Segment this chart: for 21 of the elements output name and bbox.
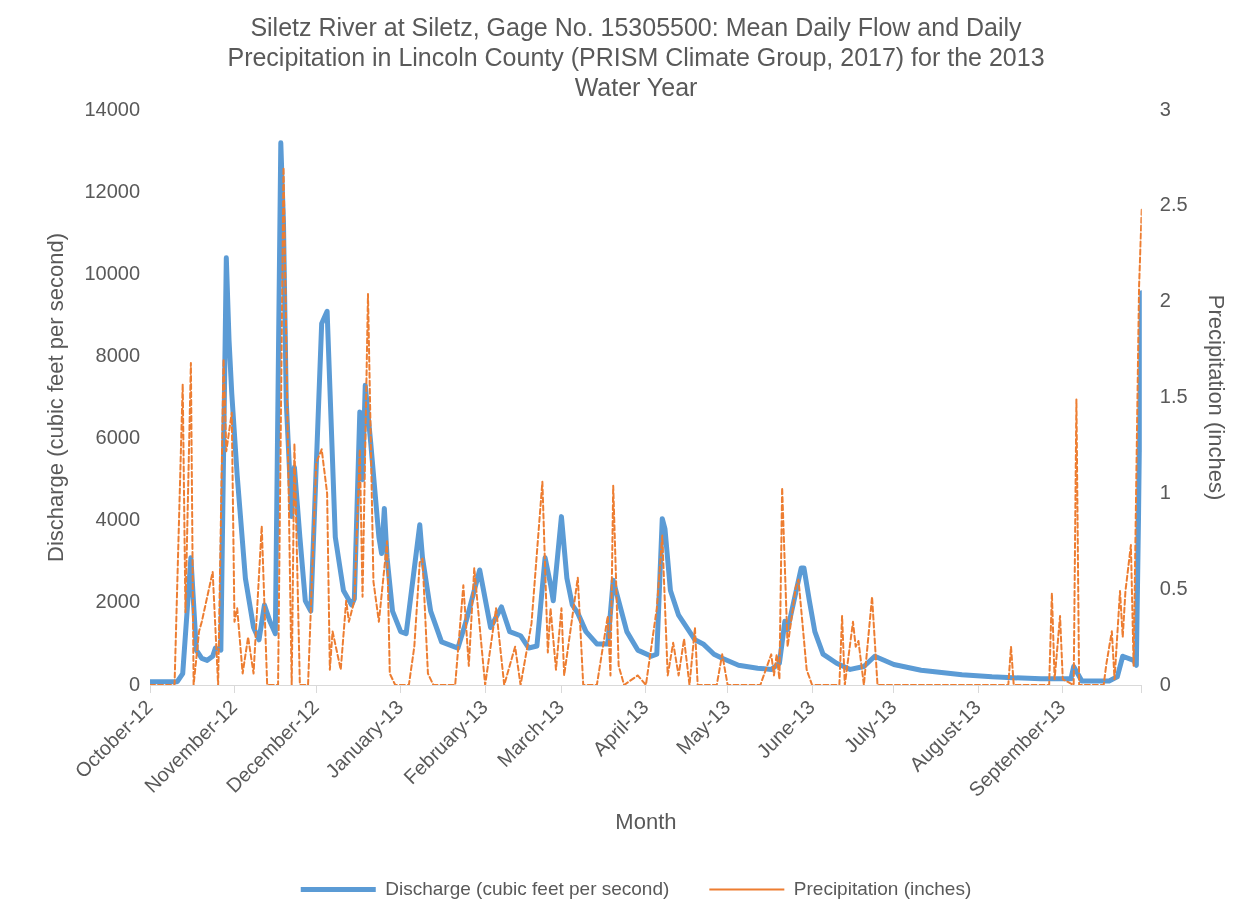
- y-tick-label: 2000: [95, 590, 141, 613]
- y-tick-label: 10000: [84, 261, 141, 284]
- y2-tick-label: 2: [1159, 289, 1171, 312]
- y-tick-label: 14000: [84, 97, 141, 120]
- y2-tick-label: 1: [1159, 480, 1171, 503]
- y2-tick-label: 0.5: [1159, 576, 1188, 599]
- y-tick-label: 6000: [95, 426, 141, 449]
- y-axis-title: Discharge (cubic feet per second): [43, 233, 69, 562]
- y-tick-label: 4000: [95, 508, 141, 531]
- legend-label: Precipitation (inches): [793, 877, 972, 899]
- y2-tick-label: 3: [1159, 97, 1171, 120]
- chart-title: Siletz River at Siletz, Gage No. 15305500: Mean Daily Flow and Daily Precipitation in Lincoln County (PRISM Climate Group, 2017) for the 2013 Water Year: [227, 12, 1045, 101]
- x-axis-title: Month: [615, 808, 677, 834]
- y2-tick-label: 1.5: [1159, 385, 1188, 408]
- legend-label: Discharge (cubic feet per second): [385, 877, 670, 899]
- y2-axis-title: Precipitation (inches): [1203, 294, 1229, 501]
- y-tick-label: 0: [128, 672, 141, 695]
- y2-tick-label: 0: [1159, 672, 1171, 695]
- y2-tick-label: 2.5: [1159, 193, 1188, 216]
- y-tick-label: 12000: [84, 179, 141, 202]
- y-tick-label: 8000: [95, 343, 141, 366]
